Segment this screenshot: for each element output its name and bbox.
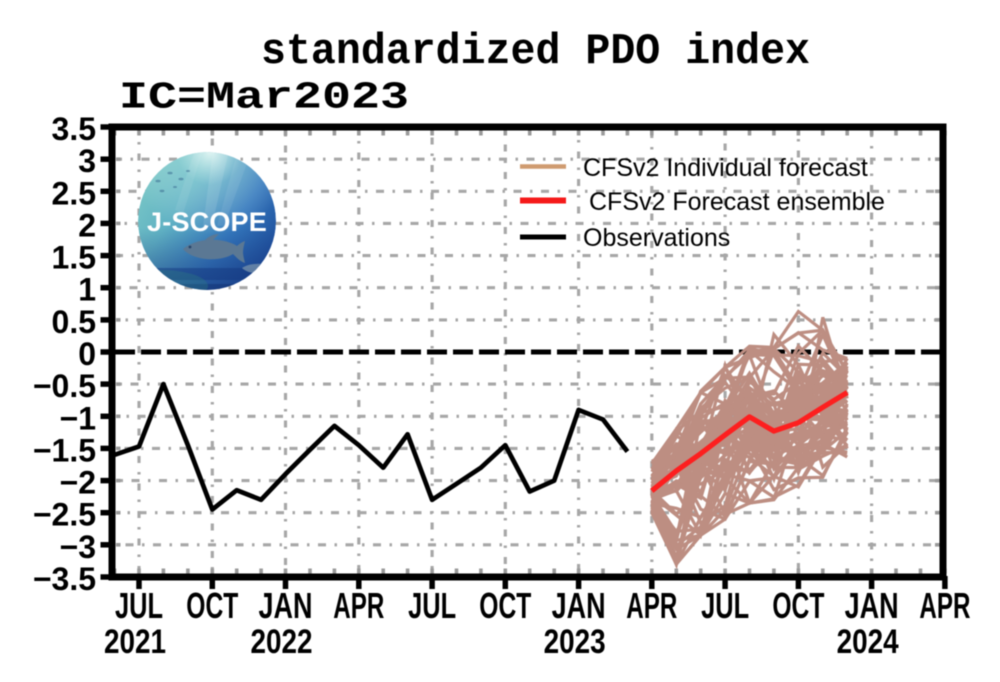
- svg-text:0: 0: [78, 336, 96, 372]
- svg-text:OCT: OCT: [479, 585, 531, 626]
- svg-text:−3.5: −3.5: [33, 561, 96, 597]
- svg-text:APR: APR: [333, 585, 384, 626]
- svg-text:−3: −3: [60, 529, 96, 565]
- svg-text:2021: 2021: [104, 623, 166, 661]
- svg-text:JUL: JUL: [408, 585, 456, 626]
- svg-text:IC=Mar2023: IC=Mar2023: [119, 77, 409, 120]
- svg-text:J-SCOPE: J-SCOPE: [147, 207, 267, 237]
- svg-text:OCT: OCT: [772, 585, 824, 626]
- svg-text:OCT: OCT: [186, 585, 238, 626]
- svg-text:2022: 2022: [251, 623, 313, 661]
- svg-text:3: 3: [78, 143, 96, 179]
- svg-text:Observations: Observations: [583, 224, 730, 252]
- svg-text:JAN: JAN: [845, 585, 899, 626]
- svg-text:0.5: 0.5: [52, 304, 96, 340]
- svg-text:2023: 2023: [544, 623, 606, 661]
- svg-text:standardized PDO index: standardized PDO index: [261, 27, 810, 77]
- svg-text:JAN: JAN: [259, 585, 313, 626]
- svg-text:APR: APR: [919, 585, 970, 626]
- svg-text:CFSv2 Forecast ensemble: CFSv2 Forecast ensemble: [589, 188, 885, 216]
- svg-text:JUL: JUL: [115, 585, 163, 626]
- svg-text:JUL: JUL: [701, 585, 749, 626]
- svg-text:−1.5: −1.5: [33, 432, 96, 468]
- svg-text:3.5: 3.5: [52, 111, 96, 147]
- svg-text:2024: 2024: [837, 623, 899, 661]
- svg-text:−0.5: −0.5: [33, 368, 96, 404]
- svg-text:−2.5: −2.5: [33, 497, 96, 533]
- svg-text:2.5: 2.5: [52, 175, 96, 211]
- svg-text:1: 1: [78, 272, 96, 308]
- svg-text:2: 2: [78, 207, 96, 243]
- svg-text:JAN: JAN: [552, 585, 606, 626]
- svg-text:APR: APR: [626, 585, 677, 626]
- svg-text:1.5: 1.5: [52, 240, 96, 276]
- svg-text:−1: −1: [60, 400, 96, 436]
- svg-text:CFSv2 Individual forecast: CFSv2 Individual forecast: [583, 154, 868, 182]
- svg-text:−2: −2: [60, 465, 96, 501]
